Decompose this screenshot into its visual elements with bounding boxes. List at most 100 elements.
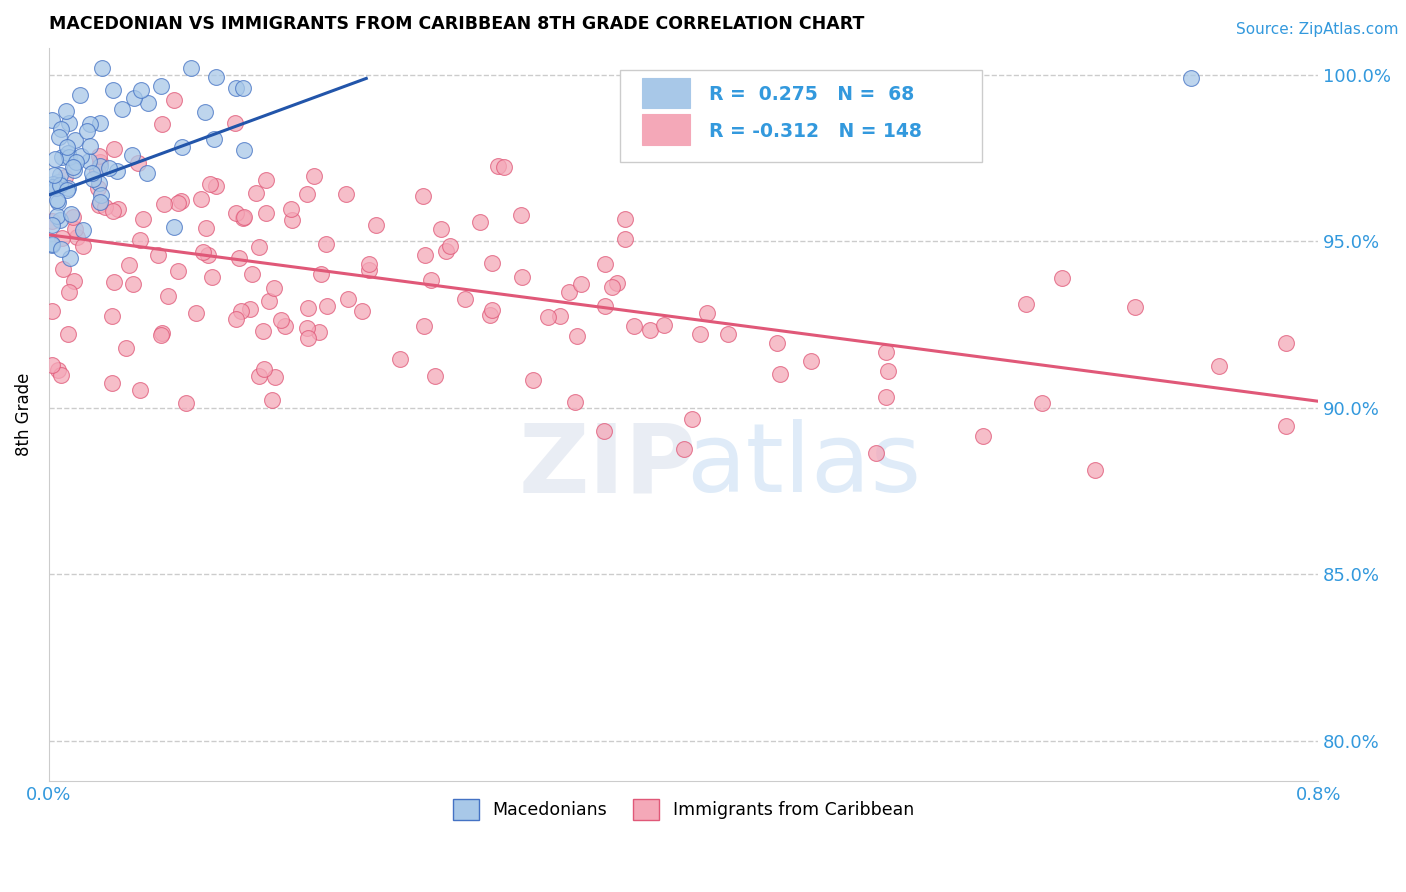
Point xyxy=(56,140,79,154)
Point xyxy=(205,70,228,84)
Point xyxy=(150,326,173,340)
Point xyxy=(225,206,247,220)
Point xyxy=(51,150,73,164)
Point xyxy=(335,186,357,201)
Point xyxy=(1031,396,1053,410)
Point xyxy=(257,294,280,309)
Point xyxy=(127,155,149,169)
Point xyxy=(76,124,98,138)
Point xyxy=(90,187,112,202)
Text: ZIP: ZIP xyxy=(519,419,696,512)
Point xyxy=(58,150,80,164)
Point xyxy=(41,178,63,192)
Point xyxy=(66,230,89,244)
Point xyxy=(264,370,287,384)
Point xyxy=(1208,359,1230,374)
Point xyxy=(606,276,628,290)
Point xyxy=(200,269,222,284)
Point xyxy=(412,188,434,202)
Point xyxy=(49,368,72,383)
Point xyxy=(1015,296,1038,310)
Point xyxy=(509,208,531,222)
Point xyxy=(1050,271,1073,285)
Point xyxy=(681,412,703,426)
Point xyxy=(49,178,72,193)
Point xyxy=(359,263,381,277)
Point xyxy=(613,212,636,227)
Point xyxy=(101,376,124,390)
Point xyxy=(129,83,152,97)
Point xyxy=(41,237,63,252)
Bar xyxy=(641,114,690,145)
Text: R =  0.275   N =  68: R = 0.275 N = 68 xyxy=(709,85,914,104)
Point xyxy=(262,392,284,407)
Point xyxy=(600,279,623,293)
Point xyxy=(673,442,696,457)
Point xyxy=(304,169,326,184)
Point xyxy=(77,153,100,168)
Point xyxy=(197,247,219,261)
Point xyxy=(107,202,129,216)
Point xyxy=(62,160,84,174)
Point xyxy=(51,231,73,245)
Point xyxy=(800,354,823,368)
Point xyxy=(41,237,63,252)
Point xyxy=(163,93,186,107)
Point xyxy=(93,200,115,214)
Point xyxy=(46,193,69,207)
Point xyxy=(101,309,124,323)
Legend: Macedonians, Immigrants from Caribbean: Macedonians, Immigrants from Caribbean xyxy=(446,792,921,827)
Point xyxy=(486,159,509,173)
Point xyxy=(89,160,111,174)
Point xyxy=(180,62,202,76)
Point xyxy=(48,175,70,189)
Point xyxy=(46,363,69,377)
Point xyxy=(430,221,453,235)
Point xyxy=(49,243,72,257)
Point xyxy=(413,248,436,262)
Point xyxy=(46,209,69,223)
Point xyxy=(131,211,153,226)
Point xyxy=(537,310,560,324)
Point xyxy=(454,292,477,306)
Point xyxy=(593,257,616,271)
Point xyxy=(652,318,675,332)
Point xyxy=(167,196,190,211)
Point xyxy=(254,173,277,187)
Point xyxy=(82,166,104,180)
Point xyxy=(49,213,72,227)
Point xyxy=(146,248,169,262)
Point xyxy=(297,301,319,315)
Point xyxy=(56,180,79,194)
Point xyxy=(696,305,718,319)
Point xyxy=(309,267,332,281)
Point xyxy=(875,345,897,359)
Point xyxy=(249,369,271,384)
Point xyxy=(254,206,277,220)
Point xyxy=(153,197,176,211)
Point xyxy=(240,267,263,281)
Point xyxy=(481,302,503,317)
Point xyxy=(82,172,104,186)
Point xyxy=(87,180,110,194)
Point xyxy=(194,220,217,235)
Point xyxy=(252,324,274,338)
Point xyxy=(103,204,125,219)
Point xyxy=(717,326,740,341)
Point xyxy=(41,304,63,318)
Point xyxy=(70,149,93,163)
Point xyxy=(232,210,254,224)
Point xyxy=(103,275,125,289)
Point xyxy=(56,146,79,161)
Point xyxy=(111,102,134,116)
Point xyxy=(87,177,110,191)
Point xyxy=(52,262,75,277)
Bar xyxy=(641,78,690,109)
Point xyxy=(297,331,319,345)
Point xyxy=(48,130,70,145)
Point xyxy=(419,273,441,287)
Point xyxy=(172,140,194,154)
Point xyxy=(205,179,228,194)
Point xyxy=(245,186,267,201)
Point xyxy=(1180,71,1202,86)
